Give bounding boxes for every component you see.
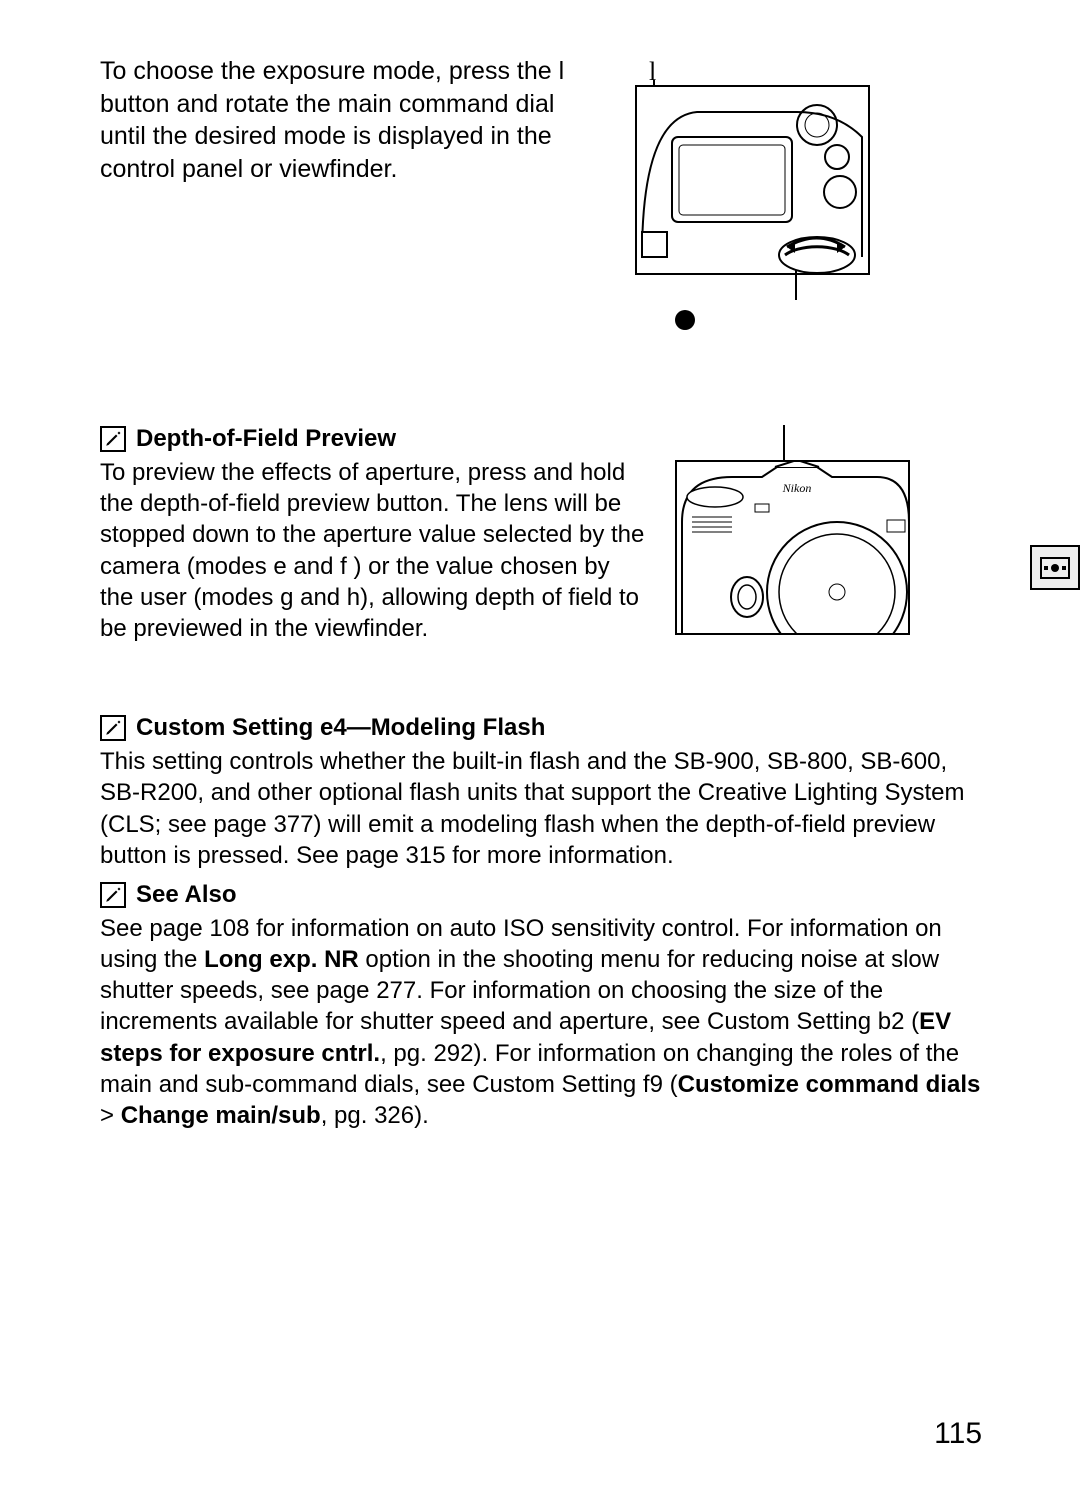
seealso-heading-row: See Also [100, 881, 985, 909]
dof-heading-row: Depth-of-Field Preview [100, 425, 645, 453]
exposure-tab-icon [1030, 545, 1080, 590]
e4-heading-row: Custom Setting e4—Modeling Flash [100, 714, 985, 742]
intro-paragraph: To choose the exposure mode, press the l… [100, 55, 590, 185]
camera-front-illustration: Nikon [675, 460, 910, 635]
pencil-icon [100, 426, 126, 452]
seealso-body: See page 108 for information on auto ISO… [100, 913, 985, 1131]
pencil-icon [100, 715, 126, 741]
record-indicator-dot [675, 310, 695, 330]
intro-row: To choose the exposure mode, press the l… [100, 55, 985, 275]
seealso-text: , pg. 326). [321, 1102, 429, 1129]
e4-heading: Custom Setting e4—Modeling Flash [136, 714, 545, 742]
seealso-heading: See Also [136, 881, 237, 909]
page-number: 115 [934, 1417, 982, 1451]
dof-text-col: Depth-of-Field Preview To preview the ef… [100, 425, 645, 644]
camera-top-illustration [635, 85, 870, 275]
command-dial-pointer [795, 270, 797, 300]
bold-change-main-sub: Change main/sub [121, 1102, 321, 1129]
seealso-text: > [100, 1102, 121, 1129]
section-seealso: See Also See page 108 for information on… [100, 881, 985, 1131]
manual-page: To choose the exposure mode, press the l… [0, 0, 1080, 1486]
e4-body: This setting controls whether the built-… [100, 746, 985, 871]
intro-figure: l [625, 55, 985, 275]
dof-body: To preview the effects of aperture, pres… [100, 457, 645, 644]
section-e4: Custom Setting e4—Modeling Flash This se… [100, 714, 985, 871]
bold-long-exp-nr: Long exp. NR [204, 946, 359, 973]
camera-brand-text: Nikon [782, 481, 812, 495]
section-dof: Depth-of-Field Preview To preview the ef… [100, 425, 985, 644]
pencil-icon [100, 882, 126, 908]
bold-customize-dials: Customize command dials [678, 1071, 981, 1098]
dof-row: Depth-of-Field Preview To preview the ef… [100, 425, 985, 644]
dof-heading: Depth-of-Field Preview [136, 425, 396, 453]
dof-figure: Nikon [675, 425, 985, 635]
